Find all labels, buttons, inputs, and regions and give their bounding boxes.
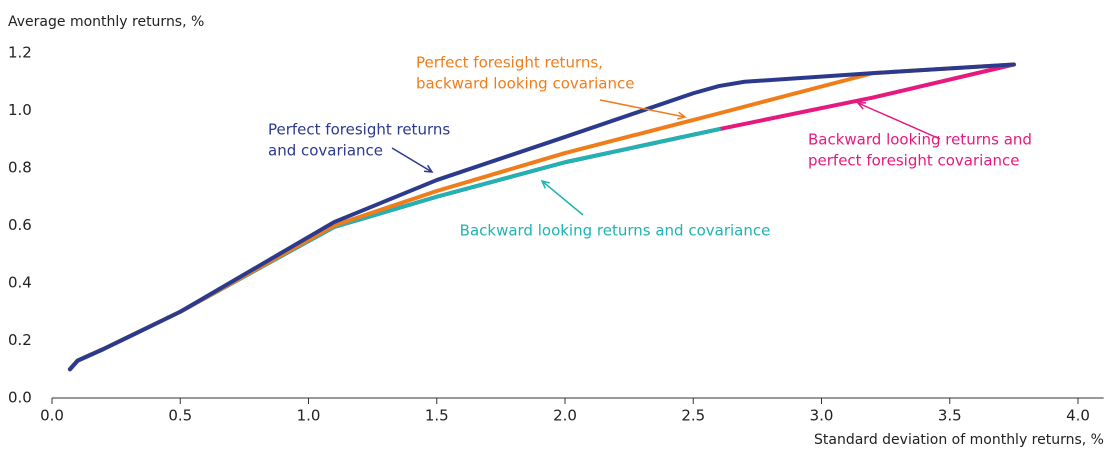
- annotation: backward looking covariance: [416, 75, 634, 93]
- line: [67, 62, 1016, 372]
- x-tick-label: 3.5: [938, 407, 962, 425]
- annotation: Backward looking returns and: [808, 131, 1032, 149]
- y-tick-label: 0.2: [8, 331, 32, 349]
- annotation-arrow: [599, 99, 686, 118]
- x-tick-label: 2.0: [553, 407, 577, 425]
- annotation-arrow: [541, 180, 584, 216]
- annotation-arrow: [391, 147, 433, 173]
- y-tick-label: 0.0: [8, 389, 32, 407]
- y-tick-label: 1.0: [8, 101, 32, 119]
- x-tick-label: 0.0: [40, 407, 64, 425]
- annotation: Perfect foresight returns: [268, 121, 450, 139]
- x-axis-label: Standard deviation of monthly returns, %: [814, 432, 1104, 448]
- x-tick-label: 0.5: [168, 407, 192, 425]
- annotation-arrow: [857, 102, 941, 140]
- y-tick-label: 0.6: [8, 216, 32, 234]
- y-tick-label: 1.2: [8, 44, 32, 62]
- x-tick-label: 2.5: [681, 407, 705, 425]
- annotation: perfect foresight covariance: [808, 152, 1020, 170]
- line: [67, 127, 721, 372]
- y-tick-label: 0.4: [8, 274, 32, 292]
- annotation: and covariance: [268, 142, 383, 160]
- line: [67, 62, 1016, 372]
- annotation: Perfect foresight returns,: [416, 54, 603, 72]
- x-tick-label: 4.0: [1066, 407, 1090, 425]
- x-tick-label: 1.5: [425, 407, 449, 425]
- arrow-head: [423, 164, 434, 173]
- annotation: Backward looking returns and covariance: [460, 222, 771, 240]
- x-tick-label: 1.0: [297, 407, 321, 425]
- line: [67, 62, 1016, 372]
- y-axis-label: Average monthly returns, %: [8, 14, 204, 30]
- x-tick-label: 3.0: [810, 407, 834, 425]
- arrow-head: [677, 111, 687, 120]
- y-tick-label: 0.8: [8, 159, 32, 177]
- arrow-head: [856, 101, 867, 110]
- arrow-head: [540, 179, 550, 189]
